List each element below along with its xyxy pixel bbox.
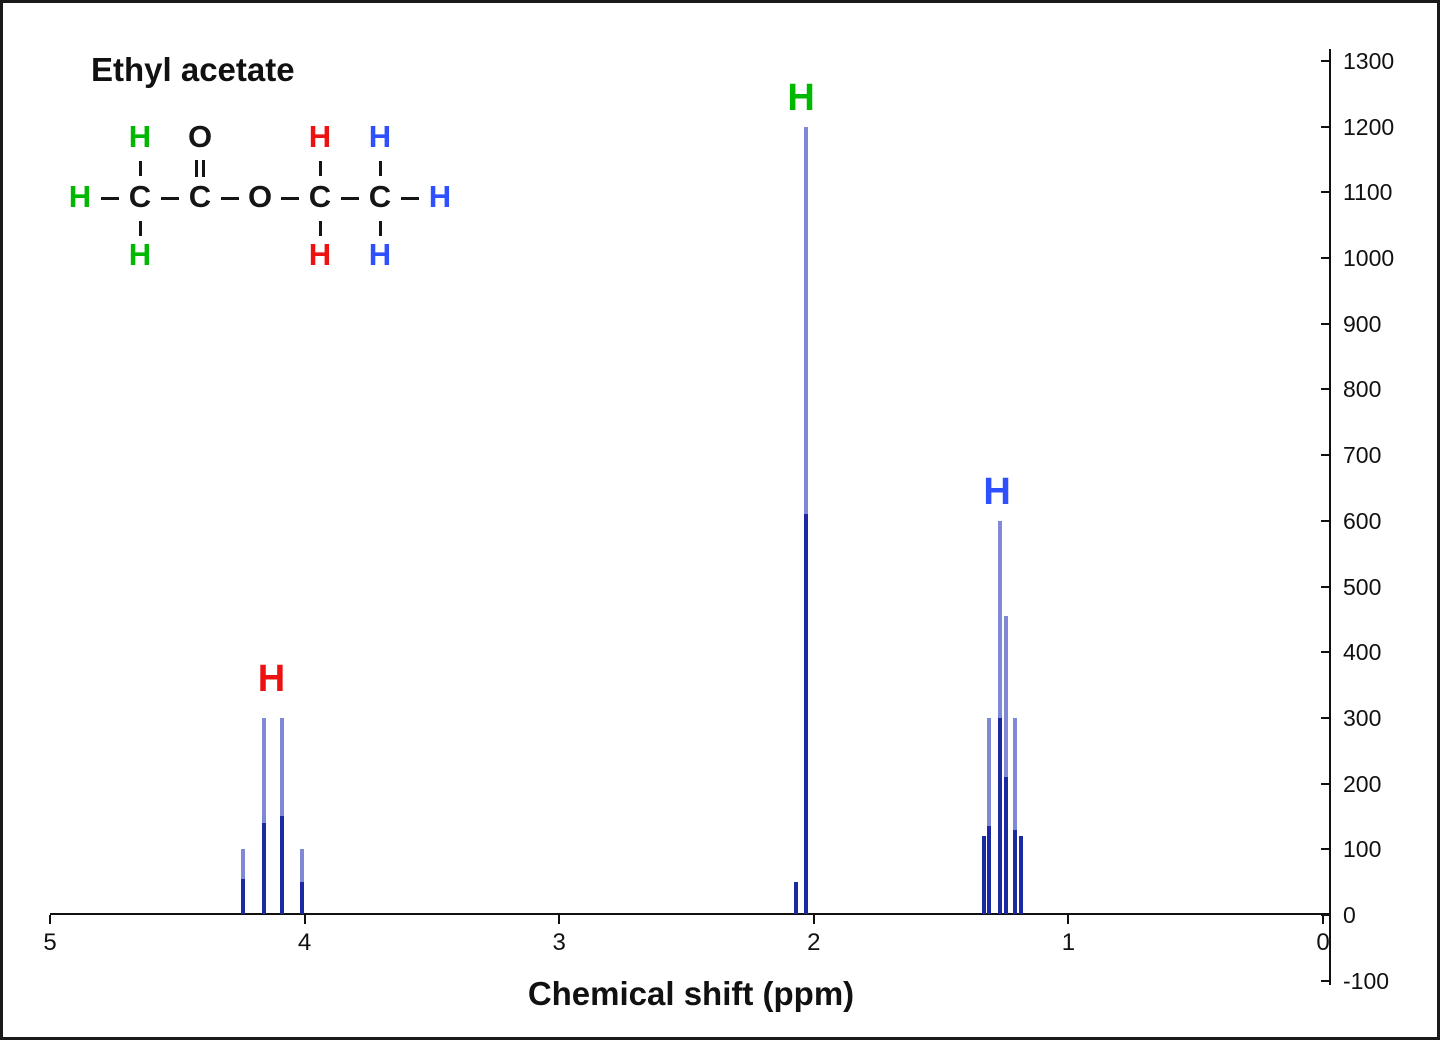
atom-c-4: C — [308, 179, 332, 214]
atom-c-1: C — [128, 179, 152, 214]
single-bond-v — [318, 221, 322, 236]
y-axis-tick — [1321, 782, 1329, 785]
peak-line-dark-red — [261, 823, 266, 914]
chart-title: Ethyl acetate — [91, 51, 295, 88]
peak-line-blue — [1004, 616, 1009, 914]
x-axis-title: Chemical shift (ppm) — [527, 975, 855, 1012]
x-axis-line — [50, 913, 1331, 915]
atom-h-bottom: H — [308, 237, 332, 272]
y-axis-tick — [1321, 454, 1329, 457]
x-tick-label: 2 — [807, 929, 821, 956]
y-tick-label: 1200 — [1343, 113, 1395, 140]
y-axis-line — [1329, 49, 1331, 985]
y-axis-tick — [1321, 519, 1329, 522]
peak-label-h-red: H — [257, 658, 286, 701]
x-axis-tick — [1067, 915, 1070, 924]
y-axis-tick — [1321, 585, 1329, 588]
peak-line-dark-blue — [982, 836, 987, 914]
peak-line-dark-blue — [1012, 829, 1017, 914]
peak-line-dark-red — [300, 882, 305, 914]
single-bond-h — [221, 197, 239, 200]
peak-line-dark-blue — [997, 717, 1002, 914]
y-tick-label: 1300 — [1343, 48, 1395, 75]
atom-c-2: C — [188, 179, 212, 214]
peak-line-red — [279, 717, 284, 914]
single-bond-v — [138, 221, 142, 236]
y-tick-label: 800 — [1343, 376, 1382, 403]
single-bond-h — [101, 197, 119, 200]
y-axis-tick — [1321, 979, 1329, 982]
y-tick-label: 100 — [1343, 836, 1382, 863]
y-axis-tick — [1321, 257, 1329, 260]
x-axis-tick — [1322, 915, 1324, 924]
atom-h-top: H — [128, 119, 152, 154]
y-axis-tick — [1321, 914, 1329, 916]
x-tick-label: 0 — [1316, 929, 1330, 956]
double-bond-v — [195, 160, 198, 177]
single-bond-v — [378, 221, 382, 236]
y-tick-label: 700 — [1343, 442, 1382, 469]
peak-label-h-blue: H — [983, 471, 1011, 513]
single-bond-h — [281, 197, 299, 200]
y-tick-label: 500 — [1343, 573, 1382, 600]
spectrum-plot: 5 4 3 2 1 0 1300 1200 1100 1000 900 800 700 600 500 400… — [3, 3, 1437, 1037]
peak-line-dark-green — [793, 882, 798, 914]
x-axis-tick — [812, 915, 815, 924]
single-bond-h — [161, 197, 179, 200]
y-tick-label: 1100 — [1343, 179, 1393, 206]
x-tick-label: 4 — [297, 929, 312, 956]
y-axis-tick — [1321, 322, 1329, 325]
y-axis-tick — [1321, 716, 1329, 719]
single-bond-v — [378, 161, 382, 176]
peak-line-dark-red — [241, 878, 246, 914]
y-axis-tick — [1321, 848, 1329, 851]
peak-line-dark-blue — [987, 826, 992, 914]
peak-line-red — [261, 717, 266, 914]
peak-label-h-green: H — [787, 76, 815, 119]
x-axis-tick — [558, 915, 561, 924]
peak-line-dark-green — [804, 514, 809, 914]
single-bond-h — [341, 197, 359, 200]
x-tick-label: 3 — [552, 929, 566, 956]
atom-c-5: C — [368, 179, 392, 214]
peak-line-blue — [1012, 717, 1017, 914]
peak-line-blue — [997, 520, 1002, 914]
single-bond-v — [318, 161, 322, 176]
y-axis-tick — [1321, 651, 1329, 654]
atom-o-top: O — [187, 119, 213, 154]
x-axis-tick — [303, 915, 306, 924]
atom-h-top: H — [368, 119, 392, 154]
x-tick-label: 1 — [1061, 929, 1076, 956]
peak-line-dark-red — [279, 816, 284, 914]
peak-line-red — [300, 849, 305, 914]
y-axis-tick — [1321, 125, 1329, 128]
atom-h-bottom: H — [128, 237, 152, 272]
y-tick-label: 300 — [1343, 704, 1382, 731]
single-bond-v — [138, 161, 142, 176]
atom-h-6: H — [428, 179, 452, 214]
y-tick-label: 0 — [1343, 902, 1356, 928]
double-bond-v — [202, 160, 205, 177]
peak-line-blue — [987, 717, 992, 914]
atom-h-0: H — [68, 179, 92, 214]
peak-line-dark-blue — [1004, 777, 1009, 914]
y-axis-tick — [1321, 60, 1329, 63]
y-tick-label: 400 — [1343, 639, 1382, 666]
y-tick-label: 900 — [1343, 310, 1382, 337]
x-axis-tick — [49, 915, 51, 924]
y-tick-label: 200 — [1343, 770, 1382, 797]
peak-line-dark-blue — [1019, 836, 1024, 914]
atom-h-bottom: H — [368, 237, 392, 272]
atom-h-top: H — [308, 119, 332, 154]
y-tick-label: -100 — [1343, 967, 1390, 994]
atom-o-3: O — [247, 179, 273, 214]
y-tick-label: 600 — [1343, 507, 1382, 534]
x-tick-label: 5 — [43, 929, 57, 956]
single-bond-h — [401, 197, 419, 200]
y-axis-tick — [1321, 191, 1329, 194]
y-axis-tick — [1321, 388, 1329, 391]
y-tick-label: 1000 — [1343, 245, 1395, 272]
